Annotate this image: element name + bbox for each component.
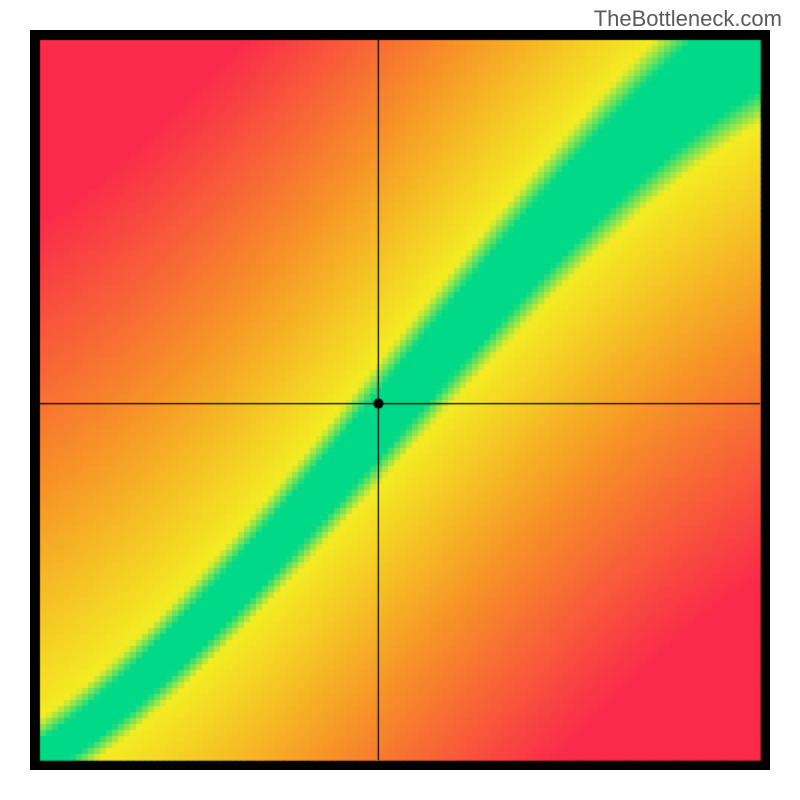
plot-area <box>30 30 770 770</box>
heatmap-canvas <box>30 30 770 770</box>
watermark-text: TheBottleneck.com <box>594 6 782 32</box>
chart-container: TheBottleneck.com <box>0 0 800 800</box>
